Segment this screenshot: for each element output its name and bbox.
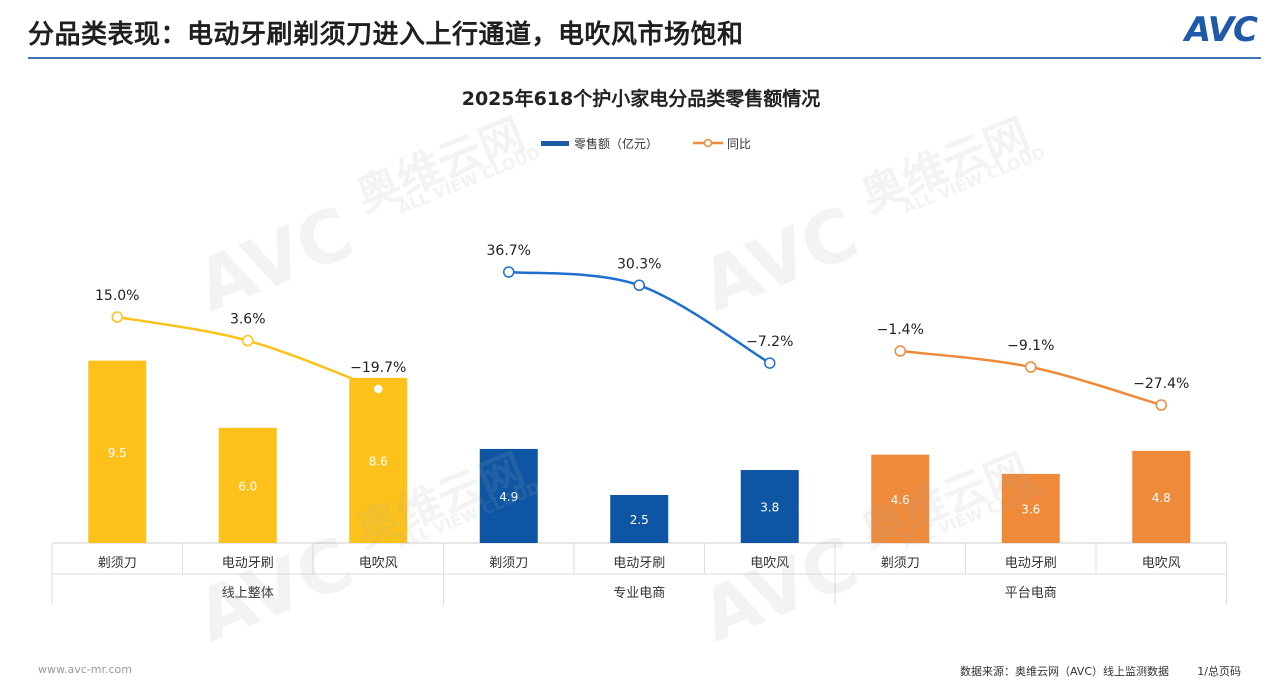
- bar: [88, 360, 147, 543]
- bar: [1132, 450, 1191, 543]
- yoy-label: −27.4%: [1133, 376, 1189, 392]
- bar-value-label: 8.6: [369, 454, 388, 468]
- x-tick-label: 剃须刀: [881, 556, 920, 571]
- bar: [610, 495, 669, 543]
- yoy-label: 3.6%: [230, 312, 266, 328]
- bar-value-label: 6.0: [238, 479, 257, 493]
- yoy-point: [372, 383, 384, 395]
- yoy-label: 15.0%: [95, 288, 139, 304]
- legend-label-sales: 零售额（亿元）: [574, 136, 658, 151]
- chart-legend: 零售额（亿元） 同比: [541, 136, 751, 151]
- legend-marker-yoy: [703, 138, 713, 148]
- bar: [740, 470, 799, 543]
- yoy-label: −19.7%: [350, 360, 406, 376]
- x-tick-label: 电动牙刷: [222, 556, 274, 571]
- legend-label-yoy: 同比: [727, 137, 751, 151]
- bar-value-label: 9.5: [108, 446, 127, 460]
- yoy-point: [764, 357, 776, 369]
- bar-value-label: 4.9: [499, 490, 518, 504]
- x-tick-label: 电吹风: [1142, 556, 1181, 571]
- x-tick-label: 电吹风: [750, 556, 789, 571]
- yoy-point: [111, 311, 123, 323]
- group-label: 平台电商: [1005, 586, 1057, 601]
- yoy-label: −7.2%: [746, 334, 793, 350]
- x-tick-label: 电动牙刷: [1005, 556, 1057, 571]
- bar-value-label: 4.8: [1152, 491, 1171, 505]
- yoy-point: [894, 345, 906, 357]
- chart-title: 2025年618个护小家电分品类零售额情况: [462, 87, 821, 110]
- yoy-line: [900, 349, 1162, 407]
- x-tick-label: 电吹风: [359, 556, 398, 571]
- footer-source: 数据来源：奥维云网（AVC）线上监测数据: [959, 665, 1169, 678]
- bar-value-label: 3.8: [760, 501, 779, 515]
- x-tick-label: 剃须刀: [98, 556, 137, 571]
- group-label: 线上整体: [222, 586, 274, 601]
- yoy-label: −1.4%: [877, 322, 924, 338]
- yoy-line: [117, 315, 379, 391]
- yoy-label: −9.1%: [1007, 338, 1054, 354]
- yoy-label: 30.3%: [617, 256, 661, 272]
- yoy-point: [633, 279, 645, 292]
- yoy-point: [242, 334, 254, 347]
- bar: [1001, 473, 1060, 543]
- bar: [349, 377, 408, 543]
- header-divider: [28, 57, 1261, 59]
- yoy-point: [1025, 361, 1037, 373]
- yoy-point: [1155, 399, 1167, 411]
- yoy-label: 36.7%: [487, 243, 531, 259]
- bar-value-label: 3.6: [1021, 502, 1040, 516]
- legend-swatch-sales: [541, 141, 569, 146]
- bar-value-label: 4.6: [891, 493, 910, 507]
- yoy-point: [503, 266, 515, 278]
- footer-page-number: 1/总页码: [1197, 665, 1241, 678]
- footer-url[interactable]: www.avc-mr.com: [38, 663, 132, 676]
- x-tick-label: 电动牙刷: [613, 556, 665, 571]
- x-tick-label: 剃须刀: [489, 556, 528, 571]
- bar: [479, 448, 538, 543]
- avc-logo: AVC: [1184, 10, 1258, 50]
- bar-value-label: 2.5: [630, 513, 649, 527]
- bar: [218, 427, 277, 543]
- bar: [871, 454, 930, 543]
- group-label: 专业电商: [613, 586, 665, 601]
- page-title: 分品类表现：电动牙刷剃须刀进入上行通道，电吹风市场饱和: [28, 20, 744, 50]
